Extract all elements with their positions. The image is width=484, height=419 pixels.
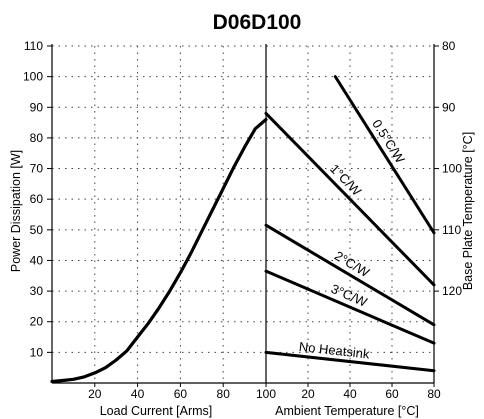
x-axis-label-ambient-temperature: Ambient Temperature [°C] (275, 404, 419, 418)
x-tick-label-left: 40 (131, 387, 145, 401)
x-tick-label-left: 20 (88, 387, 102, 401)
y-tick-label-right: 90 (442, 100, 456, 114)
axes (47, 44, 439, 387)
x-tick-label-right: 40 (343, 387, 357, 401)
y-tick-label-left: 30 (30, 284, 44, 298)
tick-labels: 10 20 30 40 50 60 70 80 90 100 110 80 90 100 110 120 20 4… (23, 39, 462, 401)
y-tick-label-left: 60 (30, 192, 44, 206)
x-tick-label-right: 20 (301, 387, 315, 401)
y-tick-label-left: 50 (30, 223, 44, 237)
x-tick-label-left: 80 (217, 387, 231, 401)
y-tick-label-left: 40 (30, 253, 44, 267)
y-tick-label-left: 10 (30, 345, 44, 359)
y-tick-label-right: 120 (442, 284, 462, 298)
y-tick-label-left: 20 (30, 315, 44, 329)
y-tick-label-right: 110 (442, 223, 461, 237)
y-axis-label-base-plate-temperature: Base Plate Temperature [°C] (461, 132, 475, 290)
heatsink-line-0-5-c-w (333, 75, 436, 235)
series: 0.5°C/W1°C/W2°C/W3°C/WNo Heatsink (50, 75, 436, 384)
x-tick-label-left: 100 (256, 387, 276, 401)
chart-title: D06D100 (213, 11, 302, 34)
x-tick-label-right: 60 (385, 387, 399, 401)
x-axis-label-load-current: Load Current [Arms] (100, 404, 213, 418)
heatsink-line-3-c-w (264, 269, 436, 345)
y-tick-label-left: 90 (30, 100, 44, 114)
x-tick-label-left: 60 (174, 387, 188, 401)
y-tick-label-left: 70 (30, 162, 44, 176)
heatsink-line-2-c-w (264, 223, 436, 327)
y-tick-label-left: 100 (23, 70, 43, 84)
grid (52, 45, 434, 383)
y-tick-label-left: 80 (30, 131, 44, 145)
y-tick-label-right: 100 (442, 162, 462, 176)
heatsink-line-1-c-w (264, 111, 436, 287)
power-dissipation-curve (50, 117, 268, 384)
heatsink-line-no-heatsink (264, 350, 436, 373)
y-tick-label-right: 80 (442, 39, 456, 53)
x-tick-label-right: 80 (427, 387, 441, 401)
y-tick-label-left: 110 (24, 39, 43, 53)
y-axis-label-power-dissipation: Power Dissipation [W] (9, 150, 23, 272)
